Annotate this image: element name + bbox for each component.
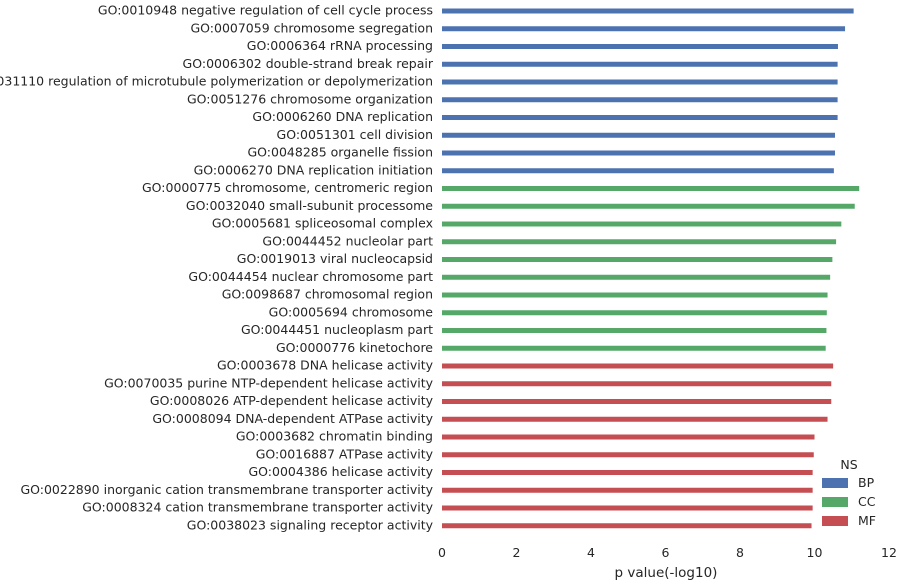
category-labels: GO:0010948 negative regulation of cell c… <box>0 3 434 533</box>
x-tick-label: 6 <box>662 545 670 560</box>
bar-mf <box>442 487 813 493</box>
bar-bp <box>442 150 835 156</box>
legend-entry-label: CC <box>858 494 876 509</box>
bar-cc <box>442 274 831 280</box>
bar-mf <box>442 434 815 440</box>
category-label: GO:0070035 purine NTP-dependent helicase… <box>104 375 434 390</box>
legend: NS BP CC MF <box>822 457 876 528</box>
category-label: GO:0031110 regulation of microtubule pol… <box>0 74 433 89</box>
category-label: GO:0004386 helicase activity <box>248 464 433 479</box>
bar-cc <box>442 203 855 209</box>
category-label: GO:0005694 chromosome <box>269 304 434 319</box>
category-label: GO:0048285 organelle fission <box>248 145 434 160</box>
bar-mf <box>442 452 814 458</box>
legend-swatch <box>822 516 848 526</box>
legend-entry-label: BP <box>858 475 875 490</box>
legend-swatch <box>822 478 848 488</box>
x-tick-label: 0 <box>438 545 446 560</box>
x-axis-label: p value(-log10) <box>615 565 718 581</box>
bar-cc <box>442 310 827 316</box>
category-label: GO:0044454 nuclear chromosome part <box>188 269 433 284</box>
x-tick-labels: 0 2 4 6 8 10 12 <box>438 545 897 560</box>
category-label: GO:0038023 signaling receptor activity <box>187 517 434 532</box>
category-label: GO:0022890 inorganic cation transmembran… <box>20 482 433 497</box>
category-label: GO:0044452 nucleolar part <box>262 233 433 248</box>
category-label: GO:0098687 chromosomal region <box>222 287 433 302</box>
category-label: GO:0000775 chromosome, centromeric regio… <box>142 180 433 195</box>
category-label: GO:0044451 nucleoplasm part <box>241 322 433 337</box>
bar-bp <box>442 97 838 103</box>
category-label: GO:0008094 DNA-dependent ATPase activity <box>152 411 433 426</box>
bar-mf <box>442 381 832 387</box>
bar-mf <box>442 523 812 529</box>
bar-cc <box>442 257 833 262</box>
bar-bp <box>442 79 838 85</box>
category-label: GO:0008324 cation transmembrane transpor… <box>82 500 433 515</box>
bar-mf <box>442 399 832 404</box>
bar-bp <box>442 61 838 67</box>
x-tick-label: 12 <box>881 545 897 560</box>
category-label: GO:0010948 negative regulation of cell c… <box>98 3 433 18</box>
x-tick-label: 10 <box>807 545 823 560</box>
x-tick-label: 2 <box>513 545 521 560</box>
category-label: GO:0032040 small-subunit processome <box>186 198 433 213</box>
category-label: GO:0051276 chromosome organization <box>187 91 433 106</box>
bars <box>442 8 860 529</box>
bar-mf <box>442 363 834 369</box>
category-label: GO:0000776 kinetochore <box>276 340 433 355</box>
legend-swatch <box>822 497 848 507</box>
bar-bp <box>442 115 838 120</box>
x-tick-label: 8 <box>736 545 744 560</box>
category-label: GO:0003678 DNA helicase activity <box>217 358 434 373</box>
category-label: GO:0016887 ATPase activity <box>256 446 434 461</box>
bar-mf <box>442 470 813 475</box>
category-label: GO:0005681 spliceosomal complex <box>212 216 433 231</box>
category-label: GO:0007059 chromosome segregation <box>190 20 433 35</box>
legend-entry-label: MF <box>858 513 876 528</box>
category-label: GO:0006260 DNA replication <box>252 109 433 124</box>
category-label: GO:0019013 viral nucleocapsid <box>237 251 433 266</box>
bar-bp <box>442 168 834 174</box>
bar-bp <box>442 44 838 49</box>
bar-cc <box>442 292 828 298</box>
bar-bp <box>442 132 835 138</box>
bar-cc <box>442 186 860 191</box>
category-label: GO:0003682 chromatin binding <box>236 429 433 444</box>
legend-title: NS <box>840 457 857 472</box>
category-label: GO:0006364 rRNA processing <box>247 38 433 53</box>
bar-mf <box>442 416 828 422</box>
category-label: GO:0051301 cell division <box>277 127 433 142</box>
bar-cc <box>442 239 837 245</box>
category-label: GO:0008026 ATP-dependent helicase activi… <box>150 393 434 408</box>
bar-cc <box>442 328 827 333</box>
bar-cc <box>442 345 826 351</box>
bar-cc <box>442 221 842 227</box>
bar-bp <box>442 8 854 14</box>
x-tick-label: 4 <box>587 545 595 560</box>
bar-mf <box>442 505 813 511</box>
category-label: GO:0006302 double-strand break repair <box>183 56 434 71</box>
category-label: GO:0006270 DNA replication initiation <box>194 162 433 177</box>
bar-bp <box>442 26 846 32</box>
